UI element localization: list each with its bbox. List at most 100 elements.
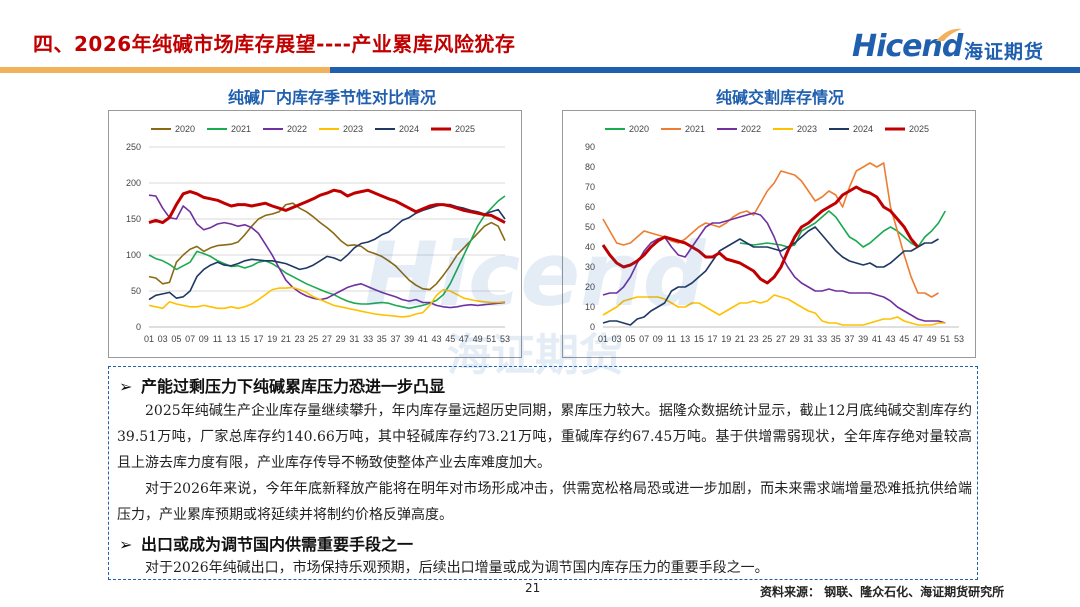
legend-label: 2021	[685, 124, 705, 134]
x-tick-label: 25	[762, 334, 772, 344]
x-tick-label: 05	[171, 334, 181, 344]
arrow-bullet-icon: ➢	[119, 377, 133, 396]
x-tick-label: 35	[831, 334, 841, 344]
y-tick-label: 80	[585, 162, 595, 172]
x-tick-label: 07	[639, 334, 649, 344]
x-tick-label: 53	[500, 334, 510, 344]
data-source: 资料来源： 钢联、隆众石化、海证期货研究所	[760, 585, 1005, 599]
x-tick-label: 43	[432, 334, 442, 344]
x-tick-label: 29	[790, 334, 800, 344]
series-line-2023	[148, 286, 506, 318]
legend-label: 2023	[797, 124, 817, 134]
x-tick-label: 17	[254, 334, 264, 344]
right-chart-title: 纯碱交割库存情况	[716, 88, 845, 107]
legend-label: 2024	[399, 124, 419, 134]
x-tick-label: 11	[667, 334, 676, 344]
y-tick-label: 250	[126, 142, 141, 152]
x-tick-label: 11	[213, 334, 222, 344]
x-tick-label: 47	[459, 334, 469, 344]
x-tick-label: 35	[377, 334, 387, 344]
series-line-2025	[148, 188, 506, 225]
x-tick-label: 51	[940, 334, 950, 344]
x-tick-label: 39	[858, 334, 868, 344]
x-tick-label: 09	[199, 334, 209, 344]
y-tick-label: 200	[126, 178, 141, 188]
y-tick-label: 40	[585, 242, 595, 252]
series-line-2025	[601, 185, 920, 285]
legend-label: 2023	[343, 124, 363, 134]
bullet-heading-1: ➢ 产能过剩压力下纯碱累库压力恐进一步凸显	[119, 373, 445, 397]
left-chart-title: 纯碱厂内库存季节性对比情况	[228, 88, 437, 107]
y-tick-label: 50	[585, 222, 595, 232]
x-tick-label: 47	[913, 334, 923, 344]
series-line-2022	[148, 194, 506, 309]
y-tick-label: 30	[585, 262, 595, 272]
legend-label: 2021	[231, 124, 251, 134]
x-tick-label: 01	[144, 334, 154, 344]
x-tick-label: 13	[226, 334, 236, 344]
bullet-heading-1-text: 产能过剩压力下纯碱累库压力恐进一步凸显	[141, 377, 446, 396]
series-line-2021	[148, 195, 506, 310]
x-tick-label: 41	[418, 334, 428, 344]
paragraph-1: 2025年纯碱生产企业库存量继续攀升，年内库存量远超历史同期，累库压力较大。据隆…	[117, 403, 972, 471]
x-tick-label: 21	[281, 334, 291, 344]
x-tick-label: 33	[363, 334, 373, 344]
x-tick-label: 23	[749, 334, 759, 344]
x-tick-label: 49	[927, 334, 937, 344]
y-tick-label: 50	[131, 286, 141, 296]
left-chart: 0 50 100 150 200 250 01 03 05 07 09 11 13 15 17 19 21 23 2…	[108, 110, 522, 358]
x-tick-label: 03	[158, 334, 168, 344]
legend-label: 2024	[853, 124, 873, 134]
x-tick-label: 05	[625, 334, 635, 344]
legend-label: 2025	[455, 124, 475, 134]
logo-swoosh-icon	[936, 28, 962, 41]
bullet-heading-2: ➢ 出口或成为调节国内供需重要手段之一	[119, 531, 413, 555]
x-tick-label: 43	[886, 334, 896, 344]
legend-label: 2020	[175, 124, 195, 134]
x-tick-label: 01	[598, 334, 608, 344]
x-tick-label: 33	[817, 334, 827, 344]
x-tick-label: 23	[295, 334, 305, 344]
x-tick-label: 53	[954, 334, 964, 344]
right-chart-svg: 0 10 20 30 40 50 60 70 80 90 01 03 05 07 09 11 13 15 17 19 2…	[585, 124, 964, 344]
series-line-2024	[602, 226, 939, 326]
x-tick-label: 27	[322, 334, 332, 344]
x-tick-label: 29	[336, 334, 346, 344]
header-divider-blue	[330, 67, 1080, 73]
y-tick-label: 100	[126, 250, 141, 260]
legend-label: 2025	[909, 124, 929, 134]
x-tick-label: 51	[486, 334, 496, 344]
y-tick-label: 10	[585, 302, 595, 312]
y-tick-label: 70	[585, 182, 595, 192]
x-tick-label: 27	[776, 334, 786, 344]
y-tick-label: 0	[136, 322, 141, 332]
x-tick-label: 37	[844, 334, 854, 344]
x-tick-label: 17	[708, 334, 718, 344]
arrow-bullet-icon: ➢	[119, 535, 133, 554]
y-tick-label: 0	[590, 322, 595, 332]
series-line-2023	[602, 294, 946, 326]
x-tick-label: 07	[185, 334, 195, 344]
legend-label: 2020	[629, 124, 649, 134]
page-title: 四、2026年纯碱市场库存展望----产业累库风险犹存	[33, 32, 516, 56]
company-logo: Hicend 海证期货	[852, 27, 1062, 67]
page-number: 21	[525, 581, 541, 595]
paragraph-3: 对于2026年纯碱出口，市场保持乐观预期，后续出口增量或成为调节国内库存压力的重…	[145, 560, 769, 576]
analysis-textbox: ➢ 产能过剩压力下纯碱累库压力恐进一步凸显 2025年纯碱生产企业库存量继续攀升，…	[108, 366, 978, 580]
paragraph-2: 对于2026年来说，今年年底新释放产能将在明年对市场形成冲击，供需宽松格局恐或进…	[117, 481, 972, 523]
x-tick-label: 45	[899, 334, 909, 344]
header-divider-orange	[0, 67, 330, 73]
legend-label: 2022	[741, 124, 761, 134]
x-tick-label: 19	[721, 334, 731, 344]
logo-chinese-name: 海证期货	[964, 41, 1045, 63]
series-line-2020	[739, 210, 946, 248]
x-tick-label: 31	[349, 334, 359, 344]
x-tick-label: 15	[240, 334, 250, 344]
y-tick-label: 60	[585, 202, 595, 212]
y-tick-label: 90	[585, 142, 595, 152]
x-tick-label: 03	[612, 334, 622, 344]
x-tick-label: 21	[735, 334, 745, 344]
x-tick-label: 15	[694, 334, 704, 344]
x-tick-label: 19	[267, 334, 277, 344]
series-line-2020	[148, 202, 506, 291]
